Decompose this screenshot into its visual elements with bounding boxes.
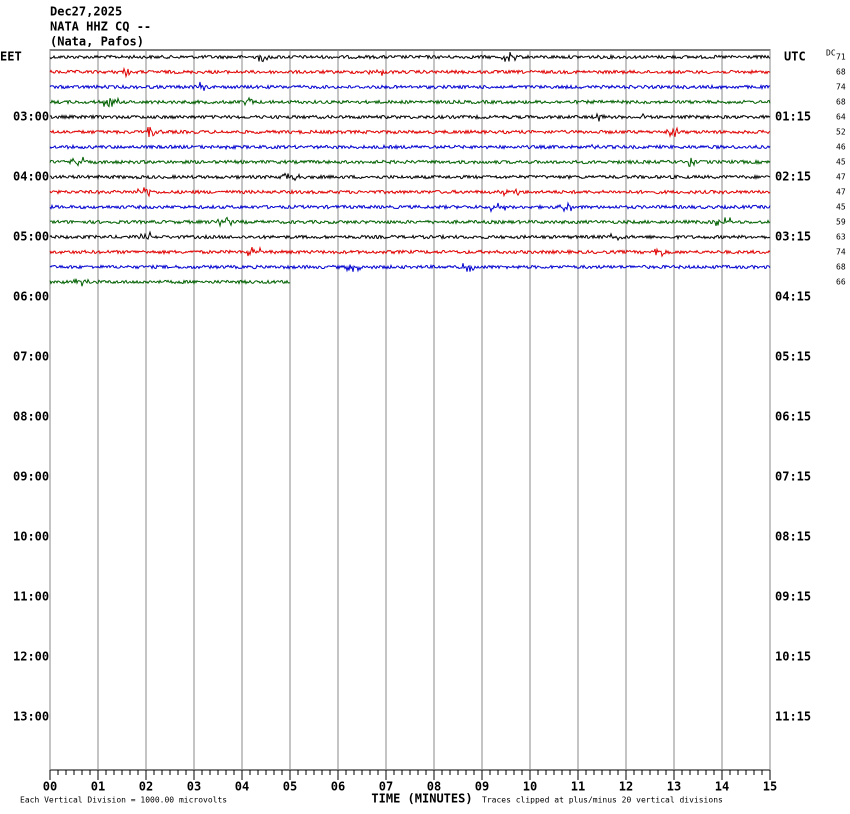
dc-offset: 59	[836, 218, 846, 227]
right-time-label: 04:15	[775, 290, 811, 304]
x-tick-label: 06	[331, 780, 345, 794]
x-tick-label: 00	[43, 780, 57, 794]
right-time-label: 11:15	[775, 710, 811, 724]
x-tick-label: 10	[523, 780, 537, 794]
x-tick-label: 11	[571, 780, 585, 794]
x-tick-label: 04	[235, 780, 249, 794]
right-time-label: 01:15	[775, 110, 811, 124]
x-tick-label: 03	[187, 780, 201, 794]
trace	[49, 126, 771, 138]
x-tick-label: 02	[139, 780, 153, 794]
x-tick-label: 08	[427, 780, 441, 794]
trace	[49, 263, 771, 273]
left-time-label: 06:00	[13, 290, 49, 304]
trace	[49, 201, 771, 214]
trace	[49, 81, 771, 91]
dc-offset: 45	[836, 203, 846, 212]
dc-offset: 74	[836, 83, 846, 92]
dc-offset: 68	[836, 263, 846, 272]
left-time-label: 07:00	[13, 350, 49, 364]
footnote: Traces clipped at plus/minus 20 vertical…	[482, 796, 723, 805]
left-time-label: 11:00	[13, 590, 49, 604]
trace	[49, 143, 771, 151]
right-time-label: 05:15	[775, 350, 811, 364]
x-tick-label: 07	[379, 780, 393, 794]
title-line: (Nata, Pafos)	[50, 35, 144, 49]
right-time-label: 02:15	[775, 170, 811, 184]
right-time-label: 07:15	[775, 470, 811, 484]
right-time-label: 08:15	[775, 530, 811, 544]
trace	[49, 96, 771, 108]
left-time-label: 08:00	[13, 410, 49, 424]
x-tick-label: 15	[763, 780, 777, 794]
dc-offset: 45	[836, 158, 846, 167]
trace	[49, 246, 771, 258]
trace	[49, 230, 771, 242]
trace	[49, 112, 771, 122]
x-tick-label: 12	[619, 780, 633, 794]
trace	[49, 51, 771, 63]
dc-offset: 66	[836, 278, 846, 287]
trace	[49, 66, 771, 79]
dc-offset: 63	[836, 233, 846, 242]
left-time-label: 09:00	[13, 470, 49, 484]
plot-frame	[49, 49, 771, 771]
dc-offset: 64	[836, 113, 846, 122]
title-line: Dec27,2025	[50, 5, 122, 19]
left-time-label: 03:00	[13, 110, 49, 124]
dc-offset: 47	[836, 173, 846, 182]
x-tick-label: 05	[283, 780, 297, 794]
x-tick-label: 14	[715, 780, 729, 794]
right-time-label: 10:15	[775, 650, 811, 664]
dc-offset: 46	[836, 143, 846, 152]
dc-offset: 52	[836, 128, 846, 137]
dc-offset: 71	[836, 53, 846, 62]
x-tick-label: 13	[667, 780, 681, 794]
left-axis-label: EET	[0, 50, 22, 64]
dc-label: DC	[826, 49, 836, 58]
x-axis-label: TIME (MINUTES)	[371, 792, 472, 806]
trace	[49, 187, 771, 198]
x-tick-label: 01	[91, 780, 105, 794]
right-time-label: 03:15	[775, 230, 811, 244]
trace	[49, 278, 291, 287]
left-time-label: 13:00	[13, 710, 49, 724]
dc-offset: 74	[836, 248, 846, 257]
left-time-label: 10:00	[13, 530, 49, 544]
left-time-label: 04:00	[13, 170, 49, 184]
trace	[49, 216, 771, 228]
footnote: Each Vertical Division = 1000.00 microvo…	[20, 796, 227, 805]
dc-offset: 68	[836, 68, 846, 77]
left-time-label: 12:00	[13, 650, 49, 664]
right-time-label: 06:15	[775, 410, 811, 424]
x-tick-label: 09	[475, 780, 489, 794]
title-line: NATA HHZ CQ --	[50, 20, 151, 34]
trace	[49, 156, 771, 168]
dc-offset: 68	[836, 98, 846, 107]
left-time-label: 05:00	[13, 230, 49, 244]
right-time-label: 09:15	[775, 590, 811, 604]
right-axis-label: UTC	[784, 50, 806, 64]
dc-offset: 47	[836, 188, 846, 197]
trace	[49, 172, 771, 182]
